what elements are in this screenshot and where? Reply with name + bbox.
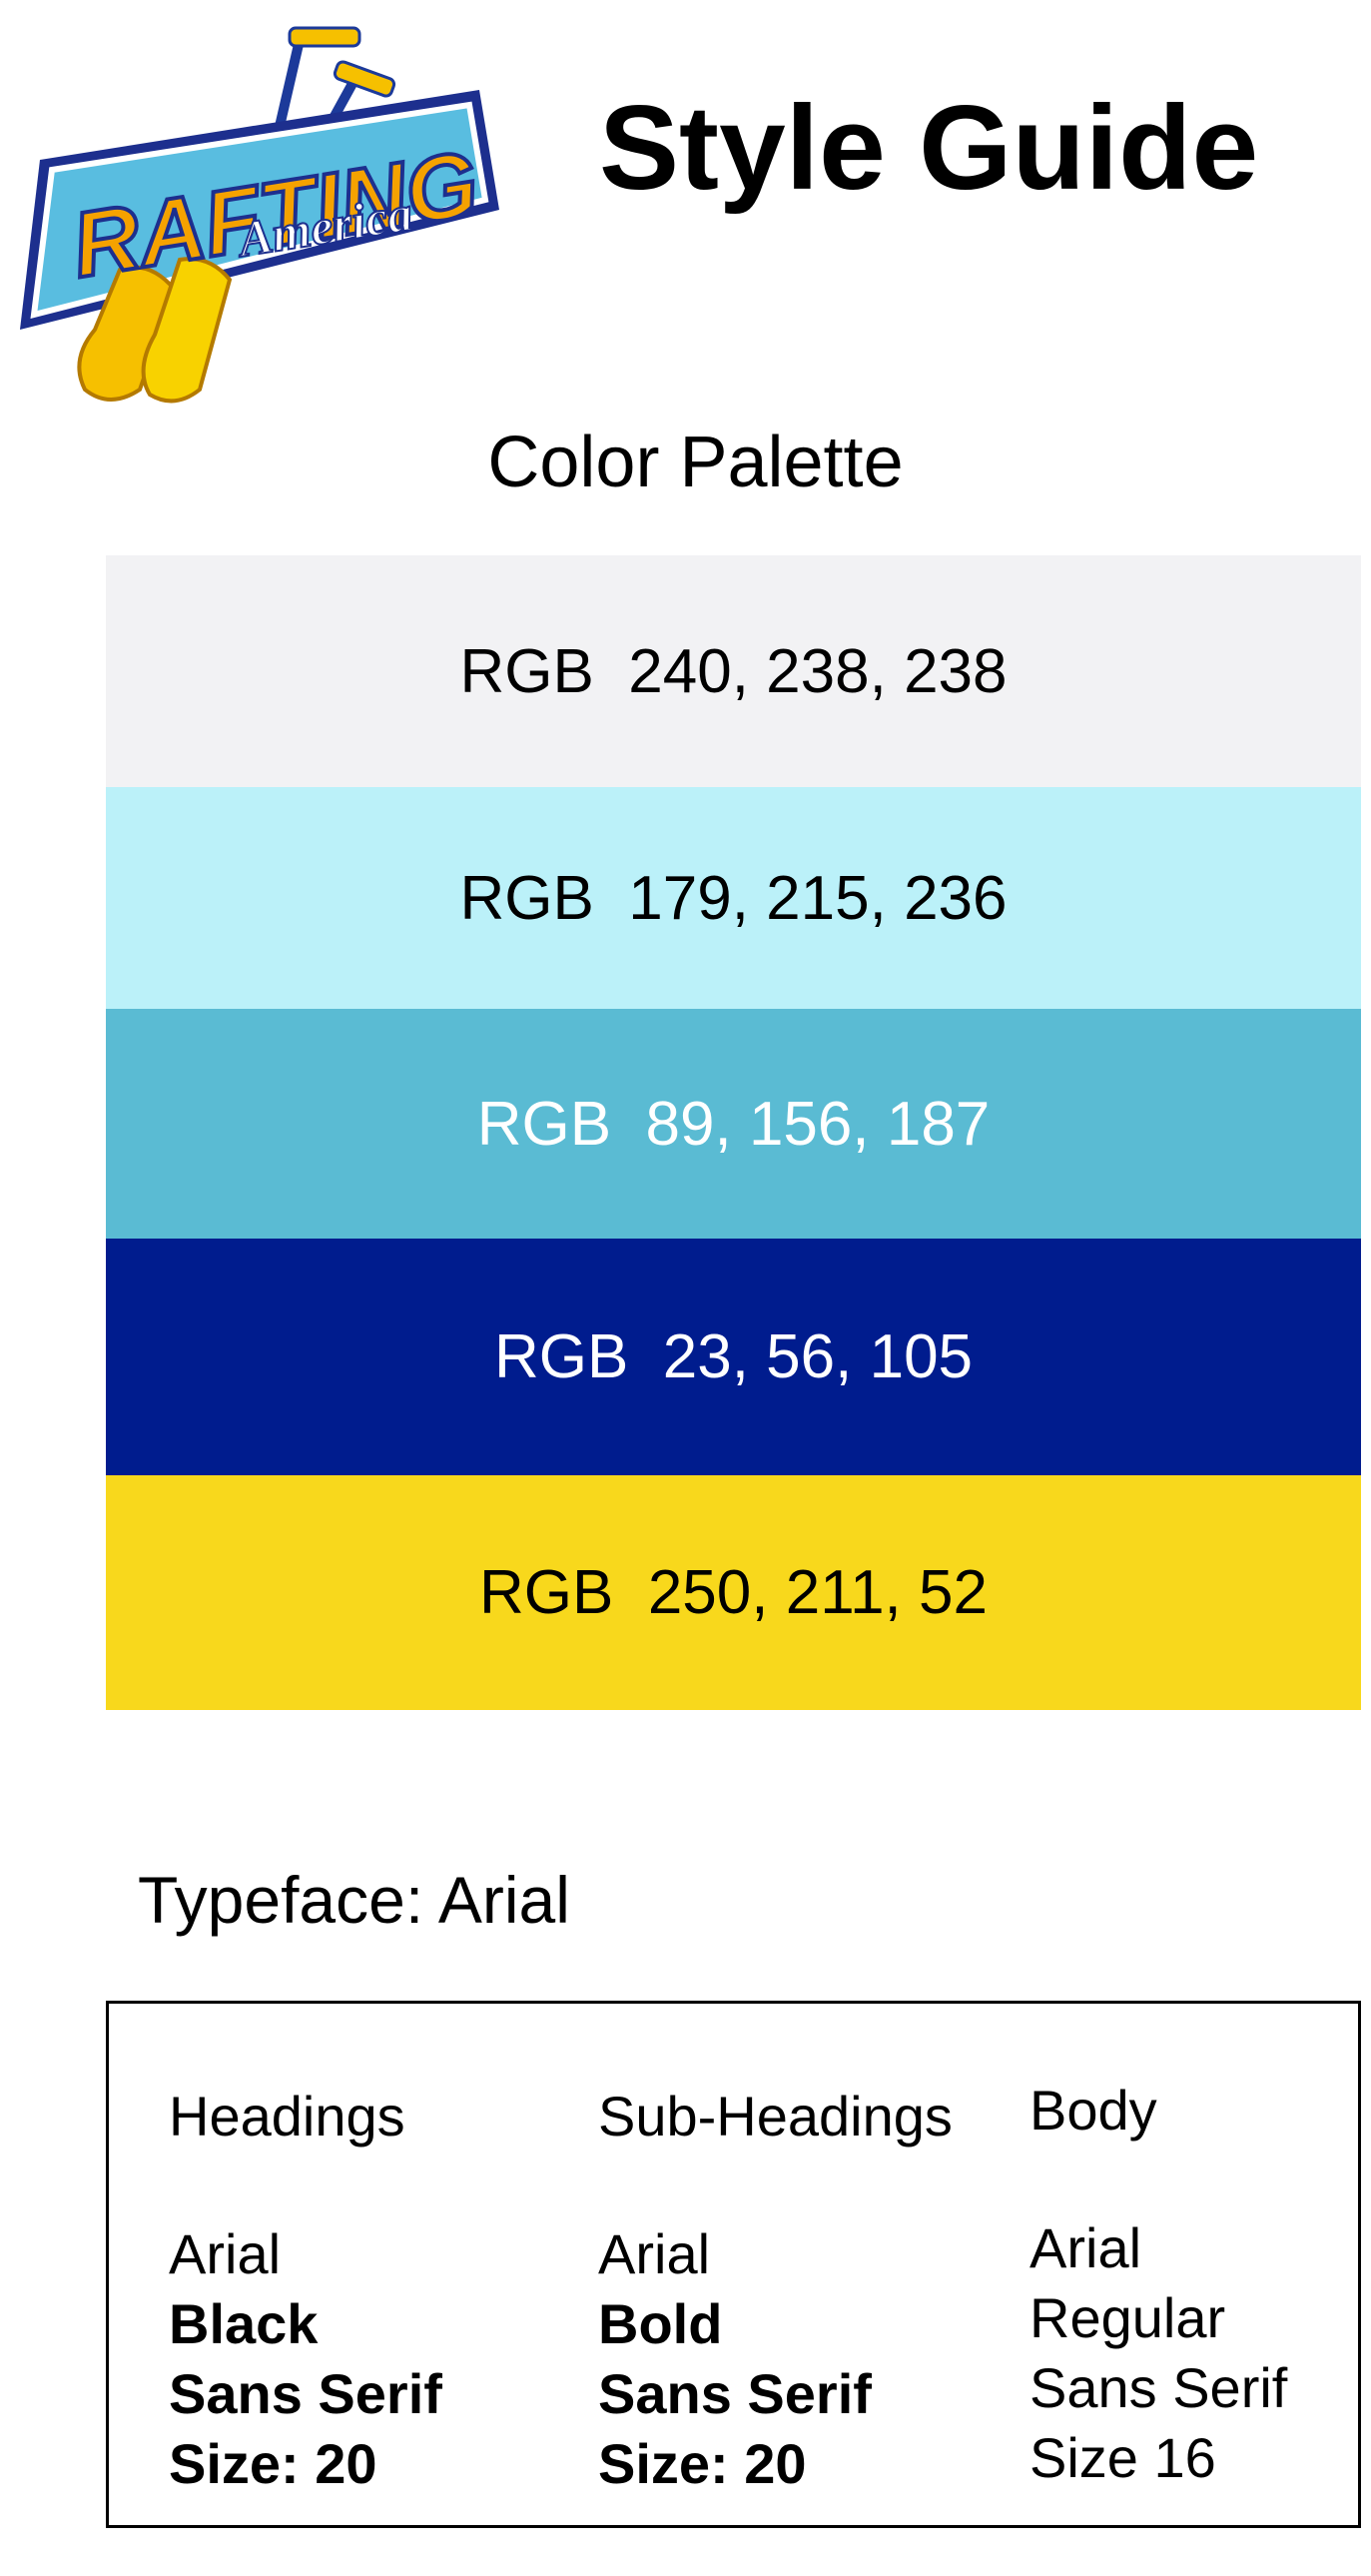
spec-line: Black <box>169 2292 319 2355</box>
typeface-title: Typeface: Arial <box>138 1863 570 1937</box>
spec-line: Sans Serif <box>1029 2356 1288 2419</box>
spec-line: Sans Serif <box>169 2362 442 2425</box>
column-heading: Body <box>1029 2079 1157 2142</box>
color-palette-title: Color Palette <box>487 423 904 502</box>
swatch-4: RGB 23, 56, 105 <box>106 1239 1361 1475</box>
swatch-label: RGB 89, 156, 187 <box>476 1089 991 1159</box>
column-spec: Arial Regular Sans Serif Size 16 <box>1029 2213 1287 2493</box>
swatch-5: RGB 250, 211, 52 <box>106 1475 1361 1710</box>
swatch-label: RGB 240, 238, 238 <box>459 636 1008 706</box>
spec-line: Arial <box>169 2222 282 2285</box>
paddles-icon <box>77 257 233 404</box>
column-spec: Arial Bold Sans Serif Size: 20 <box>598 2219 872 2499</box>
spec-line: Arial <box>598 2222 711 2285</box>
spec-line: Size: 20 <box>169 2432 377 2495</box>
spec-line: Size: 20 <box>598 2432 807 2495</box>
column-heading: Sub-Headings <box>598 2085 953 2147</box>
typeface-table: Headings Arial Black Sans Serif Size: 20… <box>106 2001 1361 2528</box>
rafting-america-logo: RAFTING America <box>20 26 499 404</box>
spec-line: Bold <box>598 2292 723 2355</box>
swatch-label: RGB 179, 215, 236 <box>459 863 1008 933</box>
spec-line: Arial <box>1029 2216 1142 2279</box>
swatch-label: RGB 250, 211, 52 <box>479 1558 988 1627</box>
swatch-3: RGB 89, 156, 187 <box>106 1009 1361 1239</box>
column-heading: Headings <box>169 2085 405 2147</box>
spec-line: Sans Serif <box>598 2362 872 2425</box>
spec-line: Size 16 <box>1029 2426 1216 2489</box>
page-title: Style Guide <box>599 81 1259 215</box>
swatch-2: RGB 179, 215, 236 <box>106 787 1361 1009</box>
spec-line: Regular <box>1029 2286 1226 2349</box>
swatch-1: RGB 240, 238, 238 <box>106 555 1361 787</box>
swatch-label: RGB 23, 56, 105 <box>493 1322 974 1391</box>
column-spec: Arial Black Sans Serif Size: 20 <box>169 2219 442 2499</box>
